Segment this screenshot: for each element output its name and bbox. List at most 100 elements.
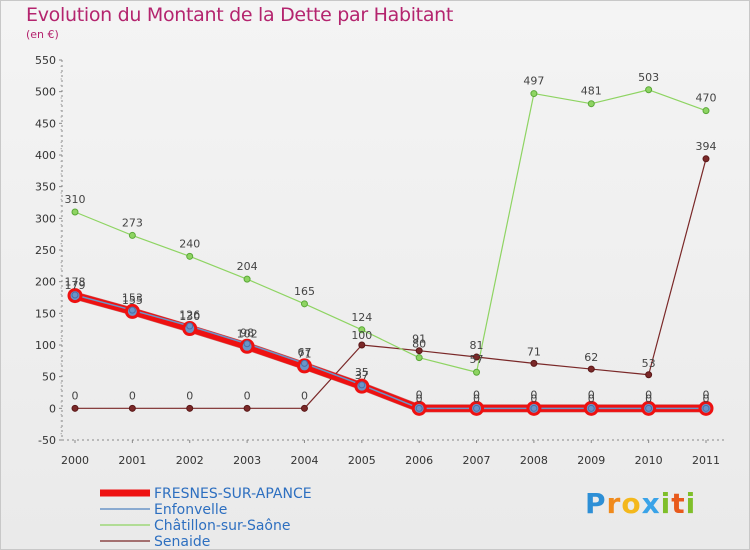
data-point [71, 291, 79, 299]
data-label: 80 [412, 338, 426, 351]
data-point [645, 371, 653, 379]
data-point [530, 90, 538, 98]
data-label: 179 [65, 279, 86, 292]
data-point [358, 381, 366, 389]
data-point [186, 252, 194, 260]
data-label: 204 [237, 260, 258, 273]
x-tick-label: 2011 [692, 454, 720, 467]
series-line [75, 158, 707, 409]
data-point [415, 347, 423, 355]
data-label: 35 [355, 366, 369, 379]
data-label: 0 [645, 388, 652, 401]
data-point [473, 353, 481, 361]
data-label: 0 [301, 389, 308, 402]
data-point [702, 107, 710, 115]
data-label: 0 [416, 388, 423, 401]
series-line [74, 292, 706, 412]
data-label: 0 [129, 389, 136, 402]
data-point [530, 404, 538, 412]
data-label: 71 [297, 347, 311, 360]
data-label: 240 [179, 237, 200, 250]
data-label: 71 [527, 345, 541, 358]
y-tick-label: -50 [38, 434, 56, 447]
data-point [530, 359, 538, 367]
data-label: 0 [244, 389, 251, 402]
data-point [587, 100, 595, 108]
data-label: 0 [72, 389, 79, 402]
data-point [243, 275, 251, 283]
data-label: 67 [297, 346, 311, 359]
data-label: 503 [638, 71, 659, 84]
data-label: 126 [179, 309, 200, 322]
data-label: 91 [412, 333, 426, 346]
data-point [587, 365, 595, 373]
chart-title: Evolution du Montant de la Dette par Hab… [26, 4, 454, 26]
data-label: 0 [588, 388, 595, 401]
legend-label: Enfonvelle [154, 502, 227, 518]
x-tick-label: 2008 [520, 454, 548, 467]
data-label: 153 [122, 291, 143, 304]
legend-label: Senaide [154, 534, 210, 550]
data-label: 53 [642, 357, 656, 370]
data-point [186, 322, 194, 330]
data-point [300, 404, 308, 412]
legend-label: Châtillon-sur-Saône [154, 518, 290, 534]
data-point [300, 359, 308, 367]
data-label: 0 [588, 392, 595, 405]
y-tick-label: 300 [35, 212, 56, 225]
data-point [415, 354, 423, 362]
series-line [74, 294, 706, 410]
y-tick-label: 200 [35, 276, 56, 289]
y-tick-label: 250 [35, 244, 56, 257]
x-tick-label: 2009 [577, 454, 605, 467]
data-label: 165 [294, 285, 315, 298]
data-label: 0 [703, 388, 710, 401]
y-tick-label: 550 [35, 54, 56, 67]
x-tick-label: 2002 [176, 454, 204, 467]
data-point [587, 404, 595, 412]
chart-unit-label: (en €) [26, 28, 59, 41]
series-line [74, 89, 707, 373]
data-point [71, 208, 79, 216]
data-point [645, 404, 653, 412]
data-label: 0 [530, 392, 537, 405]
x-tick-label: 2004 [290, 454, 318, 467]
data-label: 0 [473, 388, 480, 401]
x-tick-label: 2003 [233, 454, 261, 467]
data-label: 124 [351, 311, 372, 324]
data-label: 62 [584, 351, 598, 364]
data-label: 178 [65, 276, 86, 289]
x-tick-label: 2006 [405, 454, 433, 467]
data-label: 310 [65, 193, 86, 206]
data-label: 0 [186, 389, 193, 402]
data-point [128, 404, 136, 412]
x-tick-label: 2005 [348, 454, 376, 467]
data-label: 100 [351, 329, 372, 342]
y-tick-label: 0 [49, 402, 56, 415]
data-point [473, 404, 481, 412]
data-point [702, 404, 710, 412]
data-label: 0 [530, 388, 537, 401]
y-tick-label: 500 [35, 86, 56, 99]
data-point [645, 86, 653, 94]
data-point [358, 326, 366, 334]
series-line-shadow [73, 291, 706, 413]
y-tick-label: 400 [35, 149, 56, 162]
data-label: 273 [122, 216, 143, 229]
x-tick-label: 2001 [118, 454, 146, 467]
data-label: 481 [581, 85, 602, 98]
data-label: 130 [179, 310, 200, 323]
data-label: 98 [240, 326, 254, 339]
data-point [243, 340, 251, 348]
data-point [300, 300, 308, 308]
data-label: 155 [122, 294, 143, 307]
data-label: 57 [470, 353, 484, 366]
data-point [702, 155, 710, 163]
data-point [243, 404, 251, 412]
data-label: 81 [470, 339, 484, 352]
y-tick-label: 450 [35, 117, 56, 130]
data-label: 470 [696, 92, 717, 105]
x-tick-label: 2000 [61, 454, 89, 467]
data-label: 37 [355, 369, 369, 382]
